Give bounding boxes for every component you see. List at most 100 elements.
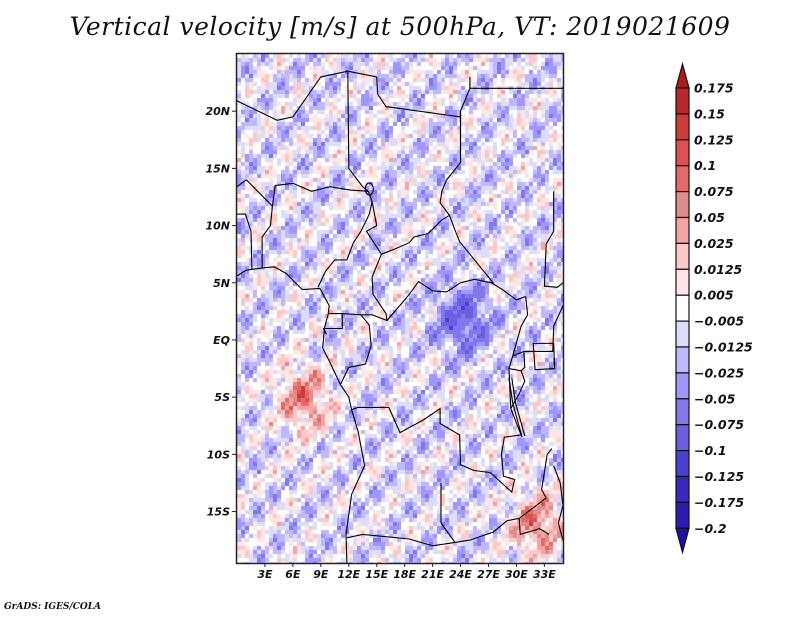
field-cell [337,86,342,91]
field-cell [549,206,554,211]
field-cell [293,178,298,183]
field-cell [389,66,394,71]
field-cell [357,182,362,187]
field-cell [417,242,422,247]
field-cell [521,286,526,291]
field-cell [381,270,386,275]
field-cell [241,86,246,91]
field-cell [489,214,494,219]
field-cell [469,150,474,155]
field-cell [413,186,418,191]
field-cell [557,106,562,111]
field-cell [477,258,482,263]
field-cell [293,238,298,243]
field-cell [529,102,534,107]
field-cell [449,266,454,271]
field-cell [305,186,310,191]
field-cell [457,102,462,107]
field-cell [501,102,506,107]
field-cell [505,218,510,223]
field-cell [525,82,530,87]
field-cell [453,178,458,183]
field-cell [349,206,354,211]
field-cell [245,82,250,87]
field-cell [285,106,290,111]
field-cell [513,282,518,287]
field-cell [445,282,450,287]
field-cell [525,102,530,107]
field-cell [449,258,454,263]
field-cell [277,106,282,111]
field-cell [421,214,426,219]
field-cell [305,110,310,115]
field-cell [377,134,382,139]
field-cell [341,162,346,167]
field-cell [401,62,406,67]
field-cell [329,82,334,87]
field-cell [469,194,474,199]
field-cell [405,182,410,187]
field-cell [313,174,318,179]
field-cell [313,206,318,211]
field-cell [289,102,294,107]
field-cell [285,58,290,63]
field-cell [281,282,286,287]
field-cell [377,218,382,223]
field-cell [257,62,262,67]
field-cell [281,110,286,115]
field-cell [325,254,330,259]
field-cell [553,174,558,179]
field-cell [397,130,402,135]
field-cell [413,98,418,103]
field-cell [481,54,486,59]
field-cell [341,90,346,95]
field-cell [365,70,370,75]
field-cell [333,62,338,67]
field-cell [321,142,326,147]
field-cell [537,98,542,103]
field-cell [509,234,514,239]
field-cell [297,62,302,67]
field-cell [477,266,482,271]
field-cell [545,110,550,115]
field-cell [397,198,402,203]
field-cell [261,94,266,99]
field-cell [553,206,558,211]
field-cell [401,178,406,183]
field-cell [373,154,378,159]
field-cell [377,142,382,147]
field-cell [481,130,486,135]
field-cell [285,258,290,263]
field-cell [385,198,390,203]
field-cell [245,274,250,279]
field-cell [269,278,274,283]
field-cell [353,106,358,111]
field-cell [293,194,298,199]
field-cell [485,246,490,251]
field-cell [305,126,310,131]
field-cell [281,254,286,259]
field-cell [445,94,450,99]
field-cell [545,98,550,103]
field-cell [409,178,414,183]
field-cell [401,122,406,127]
field-cell [397,66,402,71]
field-cell [509,118,514,123]
field-cell [501,166,506,171]
field-cell [409,278,414,283]
field-cell [453,190,458,195]
field-cell [401,98,406,103]
field-cell [253,170,258,175]
field-cell [413,158,418,163]
field-cell [521,106,526,111]
field-cell [553,170,558,175]
field-cell [253,230,258,235]
field-cell [321,254,326,259]
field-cell [361,266,366,271]
field-cell [397,62,402,67]
field-cell [485,238,490,243]
field-cell [441,182,446,187]
field-cell [253,190,258,195]
field-cell [377,230,382,235]
field-cell [549,130,554,135]
